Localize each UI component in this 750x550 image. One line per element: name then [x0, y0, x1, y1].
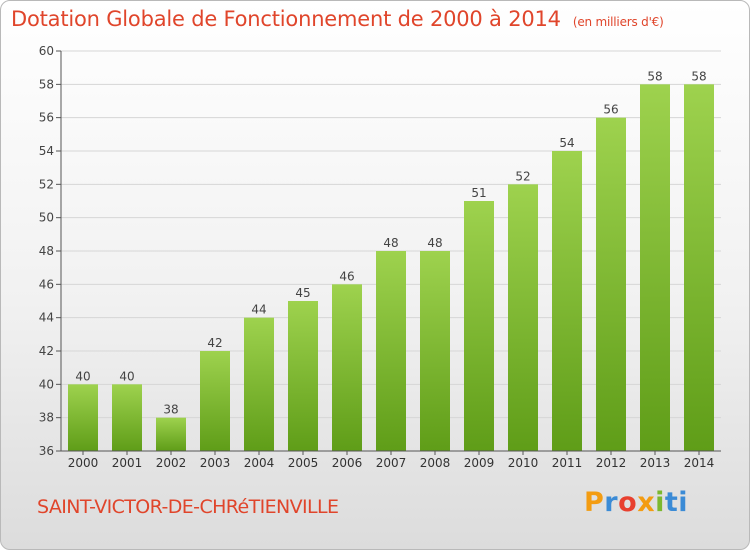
x-tick-label: 2004	[244, 456, 275, 470]
y-tick-label: 46	[39, 277, 54, 291]
bar-value-label: 48	[383, 236, 398, 250]
bars	[68, 84, 714, 452]
x-tick-label: 2002	[156, 456, 187, 470]
bar-value-label: 56	[603, 103, 618, 117]
bar-value-label: 48	[427, 236, 442, 250]
chart-subtitle: (en milliers d'€)	[572, 15, 664, 29]
bar-value-label: 38	[163, 403, 178, 417]
y-tick-label: 60	[39, 44, 54, 58]
bar-value-label: 44	[251, 303, 266, 317]
y-tick-label: 36	[39, 444, 54, 458]
x-tick-label: 2000	[68, 456, 99, 470]
bar-2003	[200, 351, 230, 451]
logo-letter: r	[604, 487, 619, 518]
y-tick-label: 56	[39, 111, 54, 125]
x-tick-label: 2009	[464, 456, 495, 470]
bar-value-label: 42	[207, 336, 222, 350]
y-tick-label: 54	[39, 144, 54, 158]
x-tick-label: 2012	[596, 456, 627, 470]
x-tick-label: 2010	[508, 456, 539, 470]
x-tick-label: 2013	[640, 456, 671, 470]
bar-2006	[332, 284, 362, 451]
x-tick-label: 2001	[112, 456, 143, 470]
y-tick-label: 48	[39, 244, 54, 258]
y-tick-label: 40	[39, 377, 54, 391]
bar-value-label: 40	[119, 369, 134, 383]
bar-value-label: 51	[471, 186, 486, 200]
commune-name: SAINT-VICTOR-DE-CHRéTIENVILLE	[37, 496, 339, 518]
bar-2009	[464, 201, 494, 451]
y-tick-label: 58	[39, 77, 54, 91]
bar-2007	[376, 251, 406, 451]
bar-value-label: 52	[515, 169, 530, 183]
proxiti-logo: Proxiti	[584, 487, 688, 518]
bar-value-label: 46	[339, 269, 354, 283]
y-tick-label: 44	[39, 311, 54, 325]
x-tick-label: 2014	[684, 456, 715, 470]
x-tick-label: 2006	[332, 456, 363, 470]
bar-2011	[552, 151, 582, 451]
bar-2014	[684, 84, 714, 451]
y-tick-label: 38	[39, 411, 54, 425]
axes: 36 38 40 42 44 46 48 50 52 54 56 58 60	[39, 44, 721, 458]
bar-2000	[68, 384, 98, 451]
bar-value-label: 58	[691, 69, 706, 83]
x-tick-label: 2007	[376, 456, 407, 470]
x-tick-label: 2011	[552, 456, 583, 470]
bar-2004	[244, 317, 274, 451]
bar-value-label: 54	[559, 136, 574, 150]
bar-value-label: 58	[647, 69, 662, 83]
logo-letter: i	[655, 487, 665, 518]
bar-2008	[420, 251, 450, 451]
bar-2005	[288, 301, 318, 451]
x-tick-label: 2008	[420, 456, 451, 470]
y-tick-label: 50	[39, 211, 54, 225]
bar-2010	[508, 184, 538, 452]
bar-value-label: 40	[75, 369, 90, 383]
y-tick-label: 42	[39, 344, 54, 358]
logo-letter: x	[637, 487, 656, 518]
bar-value-label: 45	[295, 286, 310, 300]
y-tick-label: 52	[39, 177, 54, 191]
bar-2002	[156, 417, 186, 451]
chart-title: Dotation Globale de Fonctionnement de 20…	[11, 7, 664, 31]
labels: 40 2000 40 2001 38 2002 42 2003 44 2004 45 2005 46 20…	[68, 69, 715, 470]
logo-letter: o	[618, 487, 638, 518]
bar-2012	[596, 117, 626, 452]
x-tick-label: 2003	[200, 456, 231, 470]
bar-2001	[112, 384, 142, 451]
bar-2013	[640, 84, 670, 451]
logo-letter: ti	[664, 487, 689, 518]
logo-letter: P	[584, 487, 605, 518]
x-tick-label: 2005	[288, 456, 319, 470]
chart-title-text: Dotation Globale de Fonctionnement de 20…	[11, 7, 561, 31]
